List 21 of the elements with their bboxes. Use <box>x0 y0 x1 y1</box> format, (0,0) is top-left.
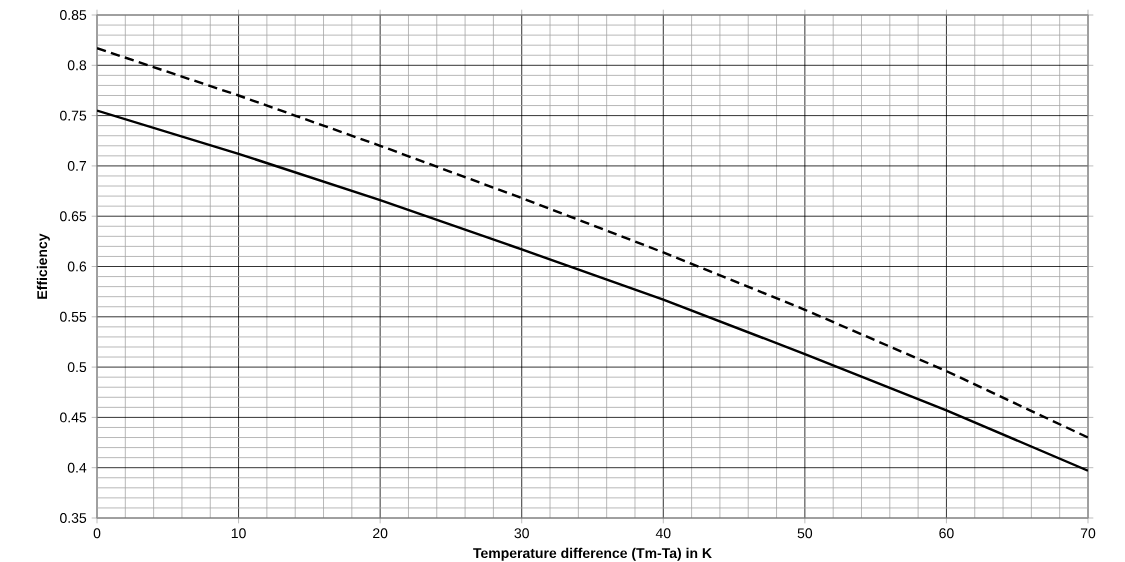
y-tick-label: 0.55 <box>60 311 87 322</box>
x-axis-title: Temperature difference (Tm-Ta) in K <box>473 547 712 561</box>
x-tick-label: 0 <box>93 528 101 539</box>
y-tick-label: 0.7 <box>67 160 87 171</box>
x-tick-label: 70 <box>1080 528 1096 539</box>
x-tick-label: 60 <box>939 528 954 539</box>
y-axis-title: Efficiency <box>36 233 50 299</box>
y-tick-label: 0.45 <box>60 412 87 423</box>
y-tick-label: 0.75 <box>60 110 87 121</box>
x-tick-label: 30 <box>514 528 529 539</box>
y-tick-label: 0.6 <box>67 261 87 272</box>
x-tick-label: 40 <box>655 528 671 539</box>
x-tick-label: 10 <box>231 528 246 539</box>
y-tick-label: 0.4 <box>67 462 87 473</box>
y-tick-label: 0.35 <box>60 513 87 523</box>
y-tick-label: 0.8 <box>67 60 87 71</box>
x-tick-label: 20 <box>373 528 388 539</box>
y-tick-label: 0.5 <box>67 362 87 373</box>
y-tick-label: 0.85 <box>60 10 87 20</box>
x-tick-label: 50 <box>797 528 813 539</box>
y-tick-label: 0.65 <box>60 211 87 222</box>
